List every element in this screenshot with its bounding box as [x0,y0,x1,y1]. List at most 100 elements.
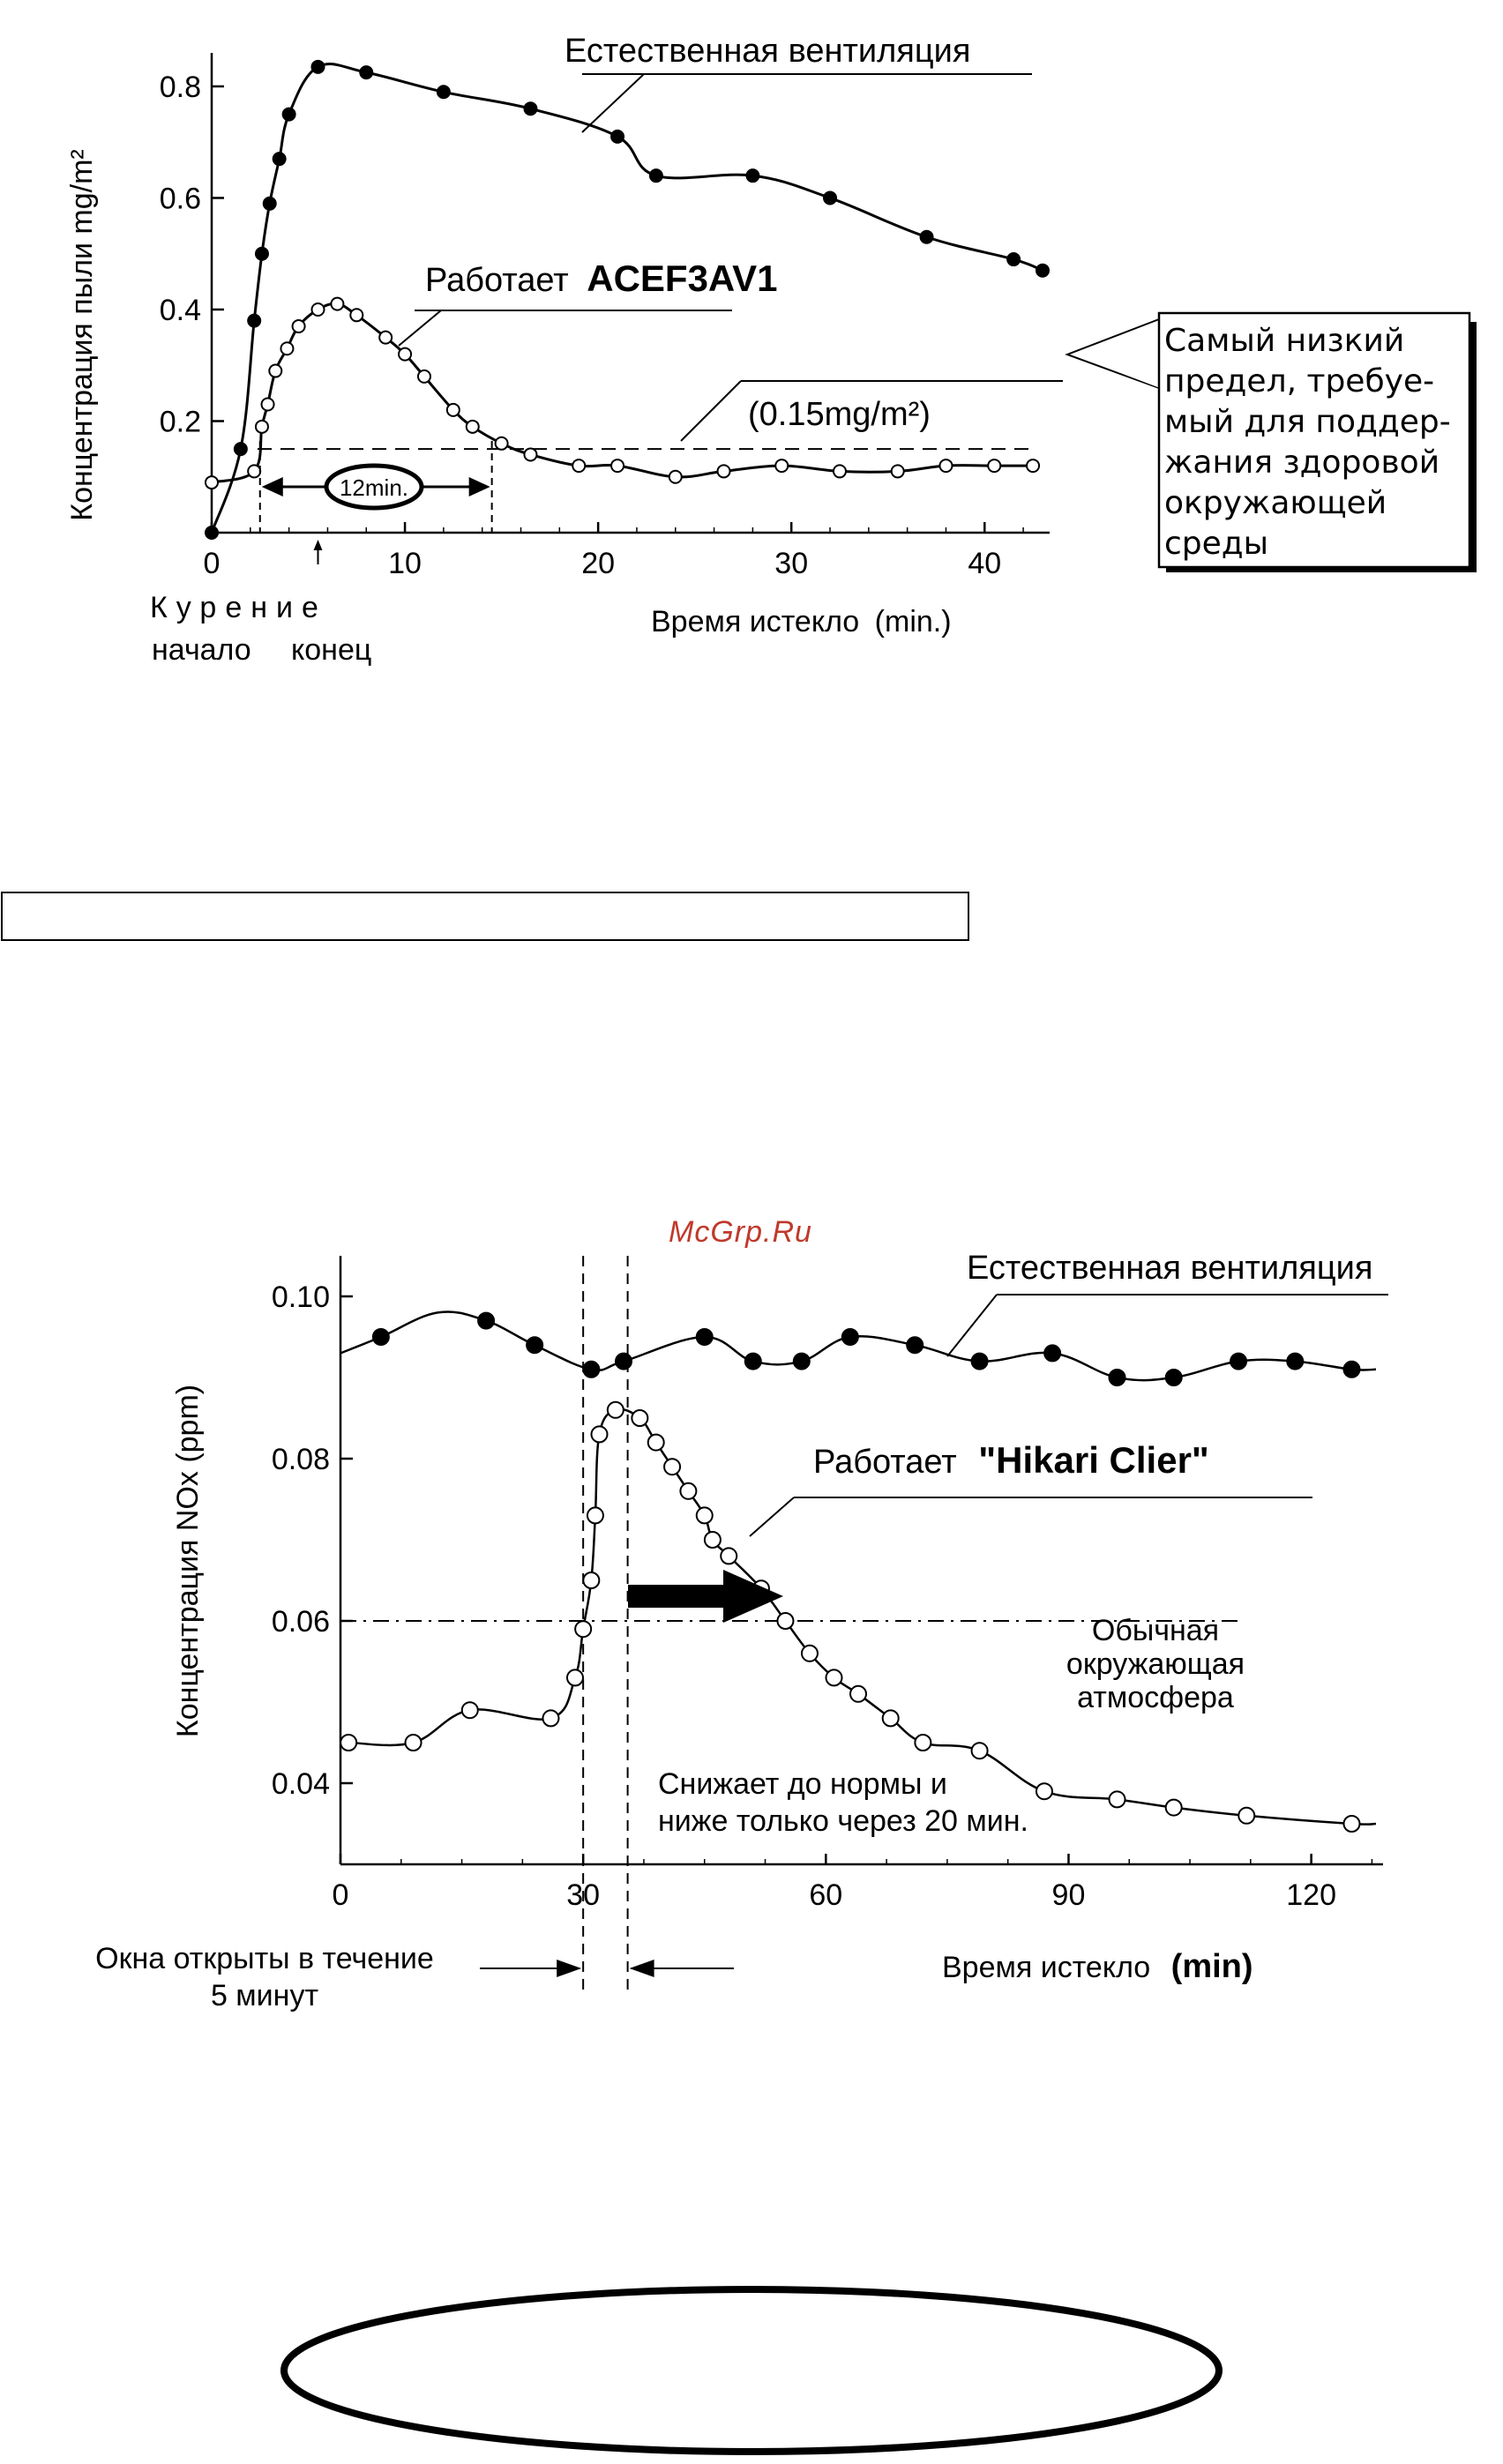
chart1-series-0-point [254,246,269,261]
chart2-series-1-point [703,1531,722,1549]
chart2-series-0-point [1230,1352,1248,1370]
chart2-series-1-point [460,1701,479,1720]
chart2-series-0-point [1342,1360,1361,1378]
chart1-duration-bracket: 12min. [258,441,493,533]
chart1-legend-device-model: ACEF3AV1 [587,258,777,299]
chart2-ambient-1: Обычная [1092,1614,1219,1647]
empty-ellipse [280,2286,1223,2455]
chart2-y-tick-label: 0.06 [272,1605,330,1639]
chart1-series-1-point [349,308,364,323]
chart1-x-tick-label: 40 [968,547,1001,580]
chart2-legend-natural: Естественная вентиляция [967,1250,1372,1287]
chart1-y-tick-label: 0.8 [160,71,201,104]
chart1-series-1-point [774,459,789,474]
chart2-x-tick-label: 120 [1286,1878,1336,1912]
chart2-axes [339,1256,1383,1866]
chart2-series-1-point [1238,1806,1256,1825]
chart1-series-1-point [260,397,275,412]
chart2-series-0-line [340,1310,1377,1382]
chart2-legend-device-prefix: Работает [813,1444,957,1481]
chart1-y-tick-label: 0.6 [160,182,201,215]
chart1-smoking-start: начало [152,633,251,667]
chart1-series-0-point [610,129,625,144]
chart1-x-axis-title: Время истекло [651,605,859,638]
chart2-series-1-point [849,1684,867,1703]
chart2-x-axis-title: Время истекло [942,1951,1150,1984]
chart1-smoking-end-arrow [313,540,323,564]
chart2-series-1-point [1164,1798,1183,1817]
chart1-y-tick-label: 0.2 [160,405,201,438]
chart1-smoking-end: конец [291,633,371,667]
chart2-series-1-point [970,1742,989,1760]
chart2-series-1-point [695,1506,714,1525]
chart2-series-1-point [679,1482,698,1500]
chart2-reduction-arrow [628,1570,783,1623]
chart1-smoking-title: Курение [150,591,327,624]
chart2-x-tick-label: 90 [1052,1878,1086,1912]
chart2-series-1-point [582,1572,601,1589]
chart2-series-0-point [792,1352,811,1370]
chart1-series-0-point [919,229,934,244]
chart2-series-1-point [590,1425,609,1444]
chart1-series-0-point [359,65,374,80]
chart2-x-tick-label: 60 [809,1878,842,1912]
chart2-ambient-2: окружающая [1066,1647,1245,1681]
chart1-reference-label: (0.15mg/m²) [748,396,931,433]
chart1-axes [210,53,1050,534]
chart2-series-1-point [825,1669,843,1687]
chart2-series-1-point [565,1669,584,1687]
chart1-series-1-point [254,419,269,434]
chart1-series-1-line [211,302,1034,484]
chart2-ambient-3: атмосфера [1077,1681,1234,1714]
chart2-series-1-point [914,1734,932,1751]
chart2-series-0-point [970,1352,989,1370]
chart2-series-0-point [1108,1369,1126,1386]
chart2-series-1-point [606,1400,624,1419]
chart1-series-0-point [233,442,248,457]
chart1-x-tick-label: 0 [204,547,221,580]
dust-concentration-chart: 0 10 20 30 40 0.2 0.4 0.6 0.8 Концентрация пыли … [65,33,1477,667]
chart2-legend-device-model: "Hikari Clier" [978,1439,1209,1481]
chart1-x-tick-label: 10 [388,547,422,580]
chart1-series-1-point [247,464,262,479]
chart1-series-1-point [465,419,480,434]
chart1-series-1-point [572,459,587,474]
chart1-series-1-point [291,318,306,333]
callout-line-3: мый для поддер- [1164,404,1451,440]
chart1-series-0-point [823,190,838,205]
chart1-series-1-point [832,464,847,479]
chart1-series-1-point [378,330,393,345]
chart1-series-1-point [1026,459,1041,474]
chart1-series-0-point [1036,263,1050,278]
chart1-series-1-point [398,347,413,362]
chart2-legend-device: Работает "Hikari Clier" [813,1439,1209,1481]
chart1-x-tick-label: 30 [774,547,808,580]
chart1-callout: Самый низкий предел, требуе- мый для под… [1065,311,1477,572]
chart1-series-1-point [890,464,905,479]
chart1-series-0-point [281,107,296,122]
chart2-note-2: ниже только через 20 мин. [658,1804,1028,1838]
chart1-bracket-label: 12min. [340,474,408,501]
chart1-x-tick-label: 20 [581,547,615,580]
chart1-series-0-point [205,526,219,540]
chart2-series-0-point [371,1328,390,1346]
callout-line-6: среды [1164,526,1268,562]
chart2-series-0-point [526,1336,544,1355]
chart2-series-1-point [776,1612,795,1630]
chart1-x-axis-label: Время истекло (min.) [651,605,952,638]
chart1-series-1-point [716,464,731,479]
chart1-y-axis-label: Концентрация пыли mg/m² [65,149,99,520]
chart2-y-tick-label: 0.08 [272,1443,330,1476]
chart2-series-0-point [1286,1352,1305,1370]
chart2-series-0-point [695,1328,714,1346]
chart1-legend-natural: Естественная вентиляция [565,33,970,70]
chart1-series-1-point [330,296,345,311]
chart2-series-0-point [615,1352,633,1370]
chart1-series-1-point [523,447,538,462]
chart2-window-arrows [480,1960,734,1977]
chart1-series-1-point [310,302,325,317]
chart1-series-0-point [745,168,760,183]
chart2-series-1-point [647,1433,665,1452]
callout-line-4: жания здоровой [1164,444,1439,481]
